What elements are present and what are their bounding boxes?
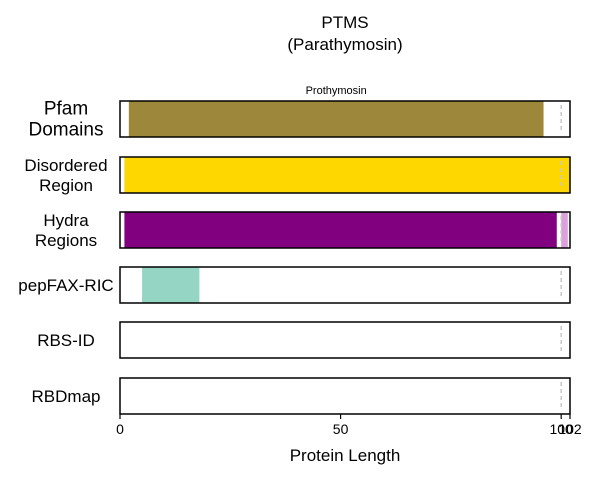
- track-background: [120, 322, 570, 358]
- x-tick-label-0: 0: [116, 421, 124, 437]
- track-label-rbsid-0: RBS-ID: [37, 331, 95, 350]
- track-label-disordered-1: Region: [39, 176, 93, 195]
- segment-pfam-0: [128, 101, 544, 137]
- track-label-disordered-0: Disordered: [24, 156, 107, 175]
- track-label-pfam-1: Domains: [29, 120, 104, 141]
- track-frame: [119, 100, 571, 138]
- chart-title-line2: (Parathymosin): [287, 35, 402, 54]
- track-label-pepfax-0: pepFAX-RIC: [18, 276, 113, 295]
- track-rbdmap: RBDmap: [32, 377, 571, 415]
- track-background: [120, 378, 570, 414]
- track-frame: [119, 321, 571, 359]
- chart-title-line1: PTMS: [321, 13, 368, 32]
- track-label-hydra-0: Hydra: [43, 211, 89, 230]
- x-axis-title: Protein Length: [290, 446, 401, 465]
- track-frame: [119, 377, 571, 415]
- track-rbsid: RBS-ID: [37, 321, 571, 359]
- segment-pepfax-0: [142, 267, 200, 303]
- track-frame: [119, 211, 571, 249]
- segment-hydra-0: [124, 212, 557, 248]
- track-frame: [119, 266, 571, 304]
- segment-label-pfam-0: Prothymosin: [306, 85, 367, 97]
- track-label-rbdmap-0: RBDmap: [32, 387, 101, 406]
- x-tick-label-1: 50: [333, 421, 349, 437]
- x-tick-label-3: 102: [558, 421, 582, 437]
- track-label-pfam-0: Pfam: [44, 99, 88, 120]
- segment-disordered-0: [124, 157, 570, 193]
- track-pepfax: pepFAX-RIC: [18, 266, 571, 304]
- x-tick-label-2: 100: [549, 421, 573, 437]
- segment-hydra-1: [561, 212, 568, 248]
- track-label-hydra-1: Regions: [35, 231, 97, 250]
- track-frame: [119, 156, 571, 194]
